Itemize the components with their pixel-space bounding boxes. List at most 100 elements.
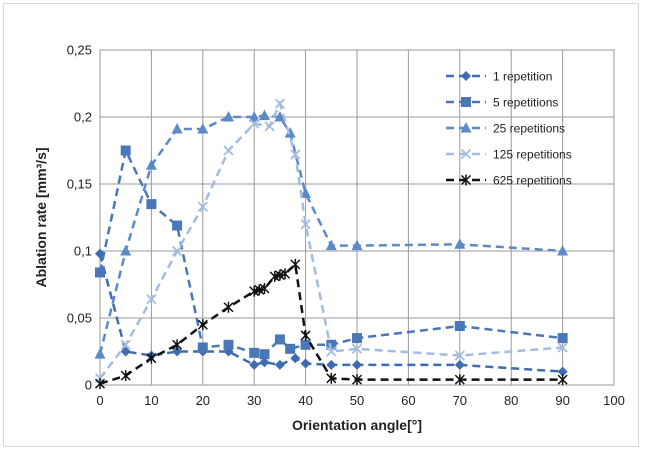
- data-point: [557, 333, 568, 344]
- y-tick-label: 0,1: [74, 244, 92, 259]
- x-tick-label: 60: [401, 393, 415, 408]
- data-point: [120, 346, 131, 357]
- x-axis-title: Orientation angle[°]: [292, 417, 422, 433]
- x-tick-label: 100: [603, 393, 625, 408]
- y-axis-ticks: 0 0,05 0,1 0,15 0,2 0,25: [67, 43, 92, 393]
- legend-item: 5 repetitions: [446, 96, 558, 110]
- data-point: [557, 374, 568, 386]
- data-point: [249, 118, 260, 129]
- data-point: [557, 342, 568, 353]
- series-5: [94, 258, 568, 390]
- legend-label: 125 repetitions: [493, 148, 572, 162]
- data-point: [146, 199, 157, 210]
- data-point: [325, 239, 337, 251]
- legend-marker: [460, 122, 472, 133]
- data-point: [248, 111, 260, 122]
- data-point: [290, 353, 301, 364]
- y-tick-label: 0,15: [67, 177, 92, 192]
- x-tick-label: 50: [350, 393, 364, 408]
- data-point: [259, 357, 270, 368]
- data-point: [197, 201, 208, 212]
- data-point: [120, 145, 131, 156]
- legend-label: 625 repetitions: [493, 174, 572, 188]
- data-point: [94, 348, 106, 359]
- data-point: [120, 339, 131, 350]
- data-point: [557, 245, 569, 256]
- data-point: [95, 267, 105, 278]
- data-point: [454, 350, 465, 361]
- x-axis-ticks: 0 10 20 30 40 50 60 70 80 90 100: [96, 393, 624, 408]
- data-point: [284, 127, 296, 138]
- data-point: [146, 294, 157, 305]
- data-point: [223, 111, 234, 122]
- x-tick-label: 30: [247, 393, 261, 408]
- data-point: [351, 343, 363, 354]
- y-tick-label: 0: [85, 378, 92, 393]
- data-point: [454, 374, 465, 386]
- data-point: [259, 349, 270, 360]
- data-point: [259, 283, 270, 295]
- data-point: [326, 372, 337, 384]
- x-tick-label: 90: [555, 393, 569, 408]
- data-point: [274, 334, 285, 345]
- legend-item: 625 repetitions: [446, 174, 572, 188]
- legend-label: 5 repetitions: [493, 96, 558, 110]
- data-point: [352, 333, 362, 344]
- x-tick-label: 0: [96, 393, 103, 408]
- data-point: [557, 366, 568, 377]
- data-point: [120, 370, 131, 382]
- data-point: [172, 346, 183, 357]
- legend-label: 25 repetitions: [493, 122, 565, 136]
- data-point: [258, 109, 270, 121]
- y-tick-label: 0,05: [67, 311, 92, 326]
- data-point: [300, 339, 311, 350]
- data-point: [94, 378, 106, 390]
- data-point: [454, 359, 465, 370]
- series-layer: [94, 98, 569, 390]
- grid-lines: [99, 49, 615, 386]
- legend-item: 125 repetitions: [446, 148, 572, 162]
- data-point: [351, 374, 363, 386]
- legend-marker: [461, 97, 471, 107]
- data-point: [223, 339, 234, 350]
- data-point: [280, 268, 291, 280]
- data-point: [326, 339, 337, 350]
- data-point: [290, 258, 301, 270]
- data-point: [454, 321, 465, 332]
- data-point: [290, 149, 301, 160]
- data-point: [300, 219, 311, 230]
- data-point: [300, 358, 311, 369]
- data-point: [249, 347, 260, 358]
- data-point: [120, 245, 132, 256]
- legend-marker: [460, 148, 472, 160]
- series-3: [94, 109, 569, 359]
- y-tick-label: 0,2: [74, 110, 92, 125]
- data-point: [145, 159, 157, 170]
- data-point: [171, 245, 183, 257]
- data-point: [146, 352, 157, 364]
- data-point: [300, 187, 312, 198]
- data-point: [274, 98, 286, 109]
- data-point: [172, 339, 183, 351]
- data-point: [171, 123, 183, 134]
- data-point: [223, 301, 234, 313]
- legend-item: 25 repetitions: [446, 122, 565, 136]
- legend-item: 1 repetition: [446, 70, 552, 84]
- data-point: [249, 359, 260, 370]
- legend-label: 1 repetition: [493, 70, 552, 84]
- y-axis-title: Ablation rate [mm³/s]: [33, 147, 49, 287]
- data-point: [326, 346, 337, 357]
- data-point: [172, 220, 183, 231]
- data-point: [352, 359, 362, 370]
- data-point: [326, 359, 337, 370]
- data-point: [264, 121, 275, 132]
- legend-marker: [460, 174, 472, 186]
- x-tick-label: 80: [504, 393, 518, 408]
- data-point: [274, 359, 285, 370]
- legend: 1 repetition 5 repetitions 25 repetitions 1…: [446, 70, 572, 188]
- data-point: [285, 343, 296, 354]
- x-tick-label: 70: [453, 393, 467, 408]
- legend-marker: [461, 71, 471, 81]
- data-point: [197, 123, 209, 134]
